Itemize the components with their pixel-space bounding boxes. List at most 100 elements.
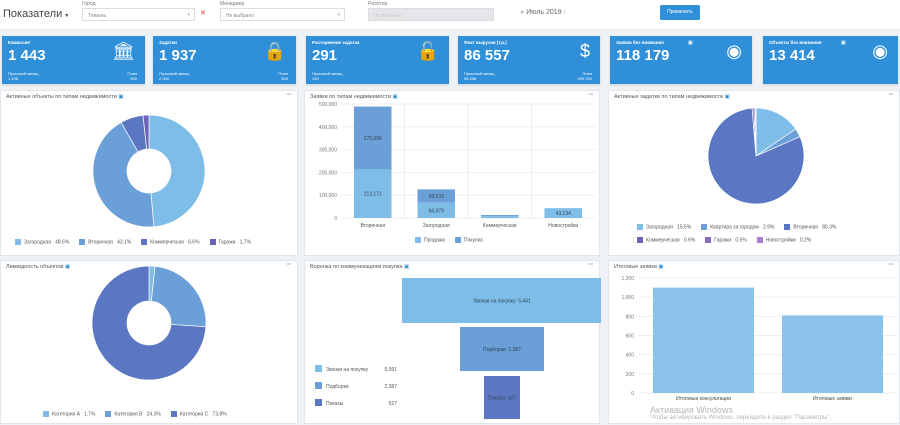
calendar-icon[interactable]: ▣ xyxy=(724,94,730,100)
kpi-card[interactable]: Заявки без внимания 118 179 ▣ ◉ xyxy=(610,36,752,84)
legend-item[interactable]: Коммерческая 6.6% xyxy=(141,239,200,245)
y-tick-label: 400,000 xyxy=(319,125,337,131)
eye-off-icon: ◉ xyxy=(872,41,888,61)
kpi-card[interactable]: Задатки 1 937 Прошлый месяц 2 000 План 500… xyxy=(153,36,296,84)
pie-slice xyxy=(142,114,150,150)
legend-item[interactable]: Новостройки 0.2% xyxy=(756,237,811,243)
legend-item[interactable]: Коммерческая 0.6% xyxy=(637,237,695,243)
legend-swatch xyxy=(705,237,712,243)
x-tick-label: Итоговые заявки xyxy=(813,396,852,402)
legend-item[interactable]: Загородная 48.6% xyxy=(15,239,69,245)
legend-value: 2,387 xyxy=(384,384,397,390)
legend-item[interactable]: Гаражи 1.7% xyxy=(209,239,251,245)
kpi-card[interactable]: Комиссия 1 443 Прошлый месяц 1 438 План 50… xyxy=(2,36,145,84)
kpi-card[interactable]: Расторжение задатка 291 Прошлый месяц 190… xyxy=(306,36,449,84)
calendar-icon[interactable]: ▣ xyxy=(841,40,846,46)
y-tick-label: 500,000 xyxy=(319,102,337,108)
chevron-down-icon: ▾ xyxy=(187,12,190,18)
windows-activation-watermark: Активация Windows Чтобы активировать Wind… xyxy=(650,405,832,421)
legend-swatch xyxy=(701,224,708,230)
calendar-icon[interactable]: ▣ xyxy=(688,40,693,46)
y-tick-label: 200 xyxy=(626,372,635,378)
legend-item[interactable]: Категория B 24.3% xyxy=(105,411,161,417)
legend-swatch xyxy=(105,411,112,417)
calendar-icon[interactable]: ▣ xyxy=(65,264,71,270)
manager-label: Менеджер xyxy=(220,1,245,7)
x-tick-label: Коммерческая xyxy=(483,223,517,229)
chart-legend: Коммерческая 0.6% Гаражи 0.5% Новостройки … xyxy=(637,237,811,243)
chart-svg: Звонки на покупку: 5,441 Звонки на покупк… xyxy=(315,278,601,419)
legend-item[interactable]: Вторичная 80.3% xyxy=(784,224,836,230)
city-label: Город xyxy=(82,1,96,7)
legend-item[interactable]: Категория C 73.8% xyxy=(170,411,227,417)
menu-icon[interactable]: ═ xyxy=(888,262,893,268)
bar xyxy=(354,106,392,170)
calendar-icon[interactable]: ▣ xyxy=(118,94,124,100)
y-tick-label: 800 xyxy=(626,314,635,320)
legend-label: Подборки xyxy=(326,384,349,390)
chart-panel: Активные задатки по типам недвижимости ▣… xyxy=(608,90,900,256)
legend-item[interactable]: Гаражи 0.5% xyxy=(705,237,747,243)
kpi-card[interactable]: Факт выручки (т.р.) 86 557 Прошлый месяц… xyxy=(458,36,600,84)
header: Показатели ▾ Город Тюмень ▾ ✕ Менеджер Не… xyxy=(0,0,900,30)
realtor-select[interactable]: Не выбрано xyxy=(368,8,494,21)
chart-legend: Категория A 1.7% Категория B 24.3% Категор… xyxy=(43,411,227,417)
legend-swatch xyxy=(209,239,216,245)
apply-button[interactable]: Применить xyxy=(660,5,700,20)
chart-panel: Заявки по типам недвижимости ▣ ═ 0 100,00… xyxy=(304,90,600,256)
manager-select[interactable]: Не выбрано ▾ xyxy=(220,8,345,21)
data-label: 66,979 xyxy=(429,208,445,214)
pie-slice xyxy=(150,265,207,328)
calendar-icon[interactable]: ▣ xyxy=(658,264,664,270)
menu-icon[interactable]: ═ xyxy=(888,92,893,98)
calendar-icon[interactable]: ▣ xyxy=(404,264,410,270)
legend-item[interactable]: Категория A 1.7% xyxy=(43,411,95,417)
legend-swatch xyxy=(170,411,177,417)
legend-value: 527 xyxy=(389,401,398,407)
menu-icon[interactable]: ═ xyxy=(286,262,291,268)
funnel-label: Показы: 527 xyxy=(488,396,517,402)
chart-svg: 0 200 400 600 800 1,000 1,200 Итоговые консульт… xyxy=(621,276,897,402)
legend-item[interactable]: Продажа xyxy=(415,237,445,243)
unlock-icon: 🔓 xyxy=(416,41,439,61)
legend-swatch xyxy=(415,237,421,243)
chart-title: Итоговые заявки xyxy=(614,264,657,270)
calendar-icon[interactable]: ▣ xyxy=(392,94,398,100)
menu-icon[interactable]: ═ xyxy=(588,92,593,98)
chevron-down-icon: ▾ xyxy=(337,12,340,18)
y-tick-label: 100,000 xyxy=(319,193,337,199)
menu-icon[interactable]: ═ xyxy=(588,262,593,268)
funnel-segment xyxy=(484,376,520,419)
y-tick-label: 0 xyxy=(631,391,634,397)
chevron-right-icon[interactable]: › xyxy=(563,9,566,16)
data-label: 213,171 xyxy=(364,192,382,198)
funnel-segment xyxy=(402,278,601,323)
kpi-card[interactable]: Объекты без внимания 13 414 ▣ ◉ xyxy=(763,36,898,84)
legend-swatch xyxy=(79,239,86,245)
bar xyxy=(354,169,392,218)
city-select[interactable]: Тюмень ▾ xyxy=(82,8,195,21)
legend-item[interactable]: Вторичная 43.1% xyxy=(79,239,131,245)
y-tick-label: 200,000 xyxy=(319,170,337,176)
page-title[interactable]: Показатели ▾ xyxy=(3,8,69,20)
y-tick-label: 600 xyxy=(626,334,635,340)
legend-item[interactable]: Покупка xyxy=(454,237,483,243)
menu-icon[interactable]: ═ xyxy=(286,92,291,98)
legend-swatch xyxy=(141,239,148,245)
pie-slice xyxy=(91,265,207,381)
clear-city-button[interactable]: ✕ xyxy=(200,10,206,17)
y-tick-label: 0 xyxy=(334,216,337,222)
legend-item[interactable]: Загородная 15.5% xyxy=(637,224,691,230)
month-picker[interactable]: ● Июль 2019 › xyxy=(520,9,566,16)
legend-swatch xyxy=(315,399,322,406)
chart-svg xyxy=(707,107,805,205)
x-tick-label: Итоговые консультации xyxy=(676,396,731,402)
y-tick-label: 300,000 xyxy=(319,148,337,154)
bar xyxy=(782,315,883,393)
chart-title: Ликвидность объектов xyxy=(6,264,64,270)
x-tick-label: Вторичная xyxy=(360,223,385,229)
y-tick-label: 1,200 xyxy=(621,276,634,282)
bank-icon: 🏛 xyxy=(112,41,135,61)
legend-item[interactable]: Квартира за городом 2.9% xyxy=(701,224,774,230)
funnel-label: Подборки: 2,387 xyxy=(483,347,521,353)
